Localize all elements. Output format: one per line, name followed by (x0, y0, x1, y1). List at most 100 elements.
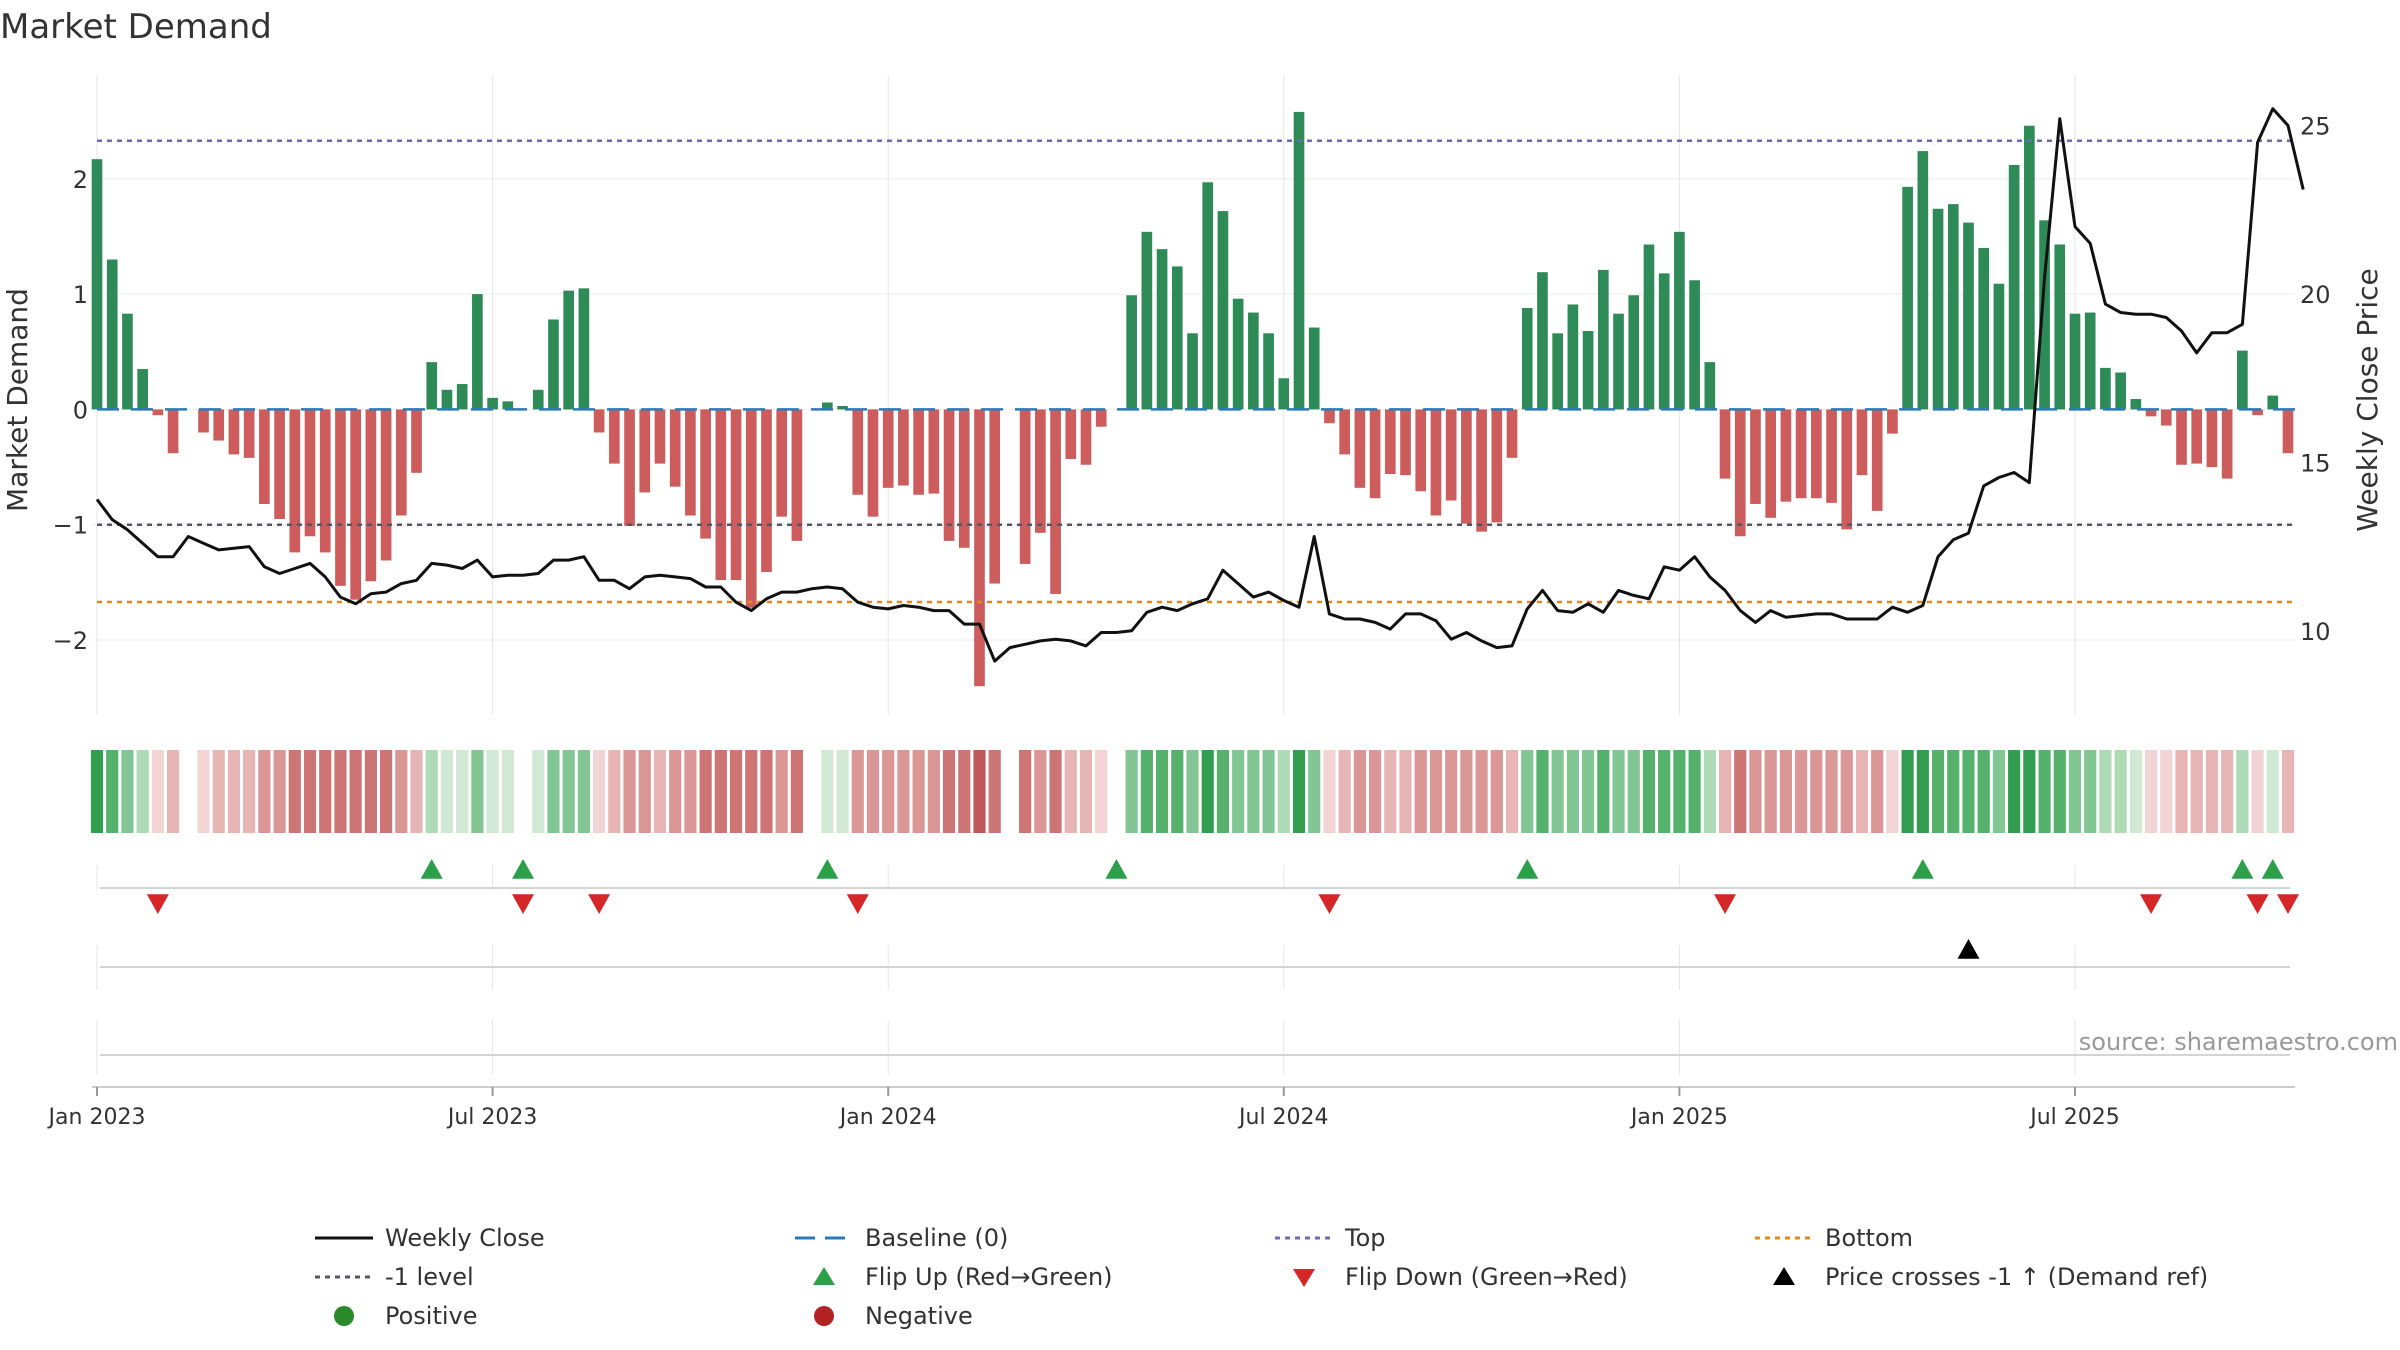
demand-bar-136 (2160, 409, 2172, 426)
flip-up-marker-7 (2261, 859, 2284, 879)
demand-bar-103 (1658, 273, 1670, 410)
demand-bar-105 (1689, 280, 1700, 410)
demand-bar-57 (958, 409, 970, 548)
legend-label-1: Baseline (0) (865, 1224, 1008, 1252)
heat-cell-75 (1232, 750, 1245, 833)
demand-bar-70 (1156, 249, 1168, 410)
demand-bar-2 (122, 313, 133, 410)
legend-item-8: Positive (334, 1302, 478, 1330)
heat-cell-105 (1688, 750, 1701, 833)
demand-bar-4 (152, 409, 164, 416)
heat-cell-27 (501, 750, 514, 833)
heat-cell-56 (942, 750, 956, 833)
legend-item-9: Negative (814, 1302, 973, 1330)
heat-cell-14 (303, 750, 317, 833)
demand-bar-32 (578, 288, 590, 410)
demand-bar-116 (1856, 409, 1868, 476)
heat-cell-80 (1308, 750, 1321, 833)
flip-up-marker-5 (1911, 859, 1934, 879)
demand-bar-81 (1324, 409, 1335, 424)
legend-label-2: Top (1344, 1224, 1386, 1252)
heat-cell-143 (2266, 750, 2279, 833)
demand-bar-68 (1126, 295, 1137, 410)
demand-bar-23 (441, 389, 453, 410)
demand-bar-93 (1506, 409, 1518, 458)
y-tick-label-right-2: 15 (2300, 449, 2331, 477)
x-tick-label-4: Jan 2025 (1629, 1105, 1728, 1130)
heat-cell-87 (1414, 750, 1427, 833)
heat-cell-100 (1612, 750, 1625, 833)
flip-up-marker-1 (512, 859, 535, 879)
heat-cell-140 (2221, 750, 2234, 833)
demand-bar-40 (700, 409, 711, 539)
heat-cell-34 (608, 750, 621, 833)
heat-cell-104 (1673, 750, 1686, 833)
demand-bar-132 (2100, 367, 2111, 410)
heat-cell-49 (836, 750, 849, 833)
demand-bar-30 (548, 319, 559, 410)
x-tick-label-1: Jul 2023 (446, 1105, 538, 1130)
demand-bar-112 (1795, 409, 1807, 499)
demand-bar-20 (395, 409, 407, 516)
heat-cell-112 (1795, 750, 1808, 833)
demand-bar-106 (1704, 362, 1716, 410)
legend-label-4: -1 level (385, 1263, 474, 1291)
demand-bar-24 (456, 384, 468, 410)
demand-bar-82 (1339, 409, 1350, 455)
legend-swatch-9 (814, 1306, 834, 1326)
demand-bar-63 (1050, 409, 1061, 594)
heat-cell-72 (1186, 750, 1199, 833)
x-tick-label-2: Jan 2024 (838, 1105, 937, 1130)
demand-bar-18 (365, 409, 377, 582)
demand-bar-13 (289, 409, 301, 553)
heat-cell-7 (197, 750, 210, 833)
legend-label-5: Flip Up (Red→Green) (865, 1263, 1113, 1291)
demand-bar-140 (2221, 409, 2233, 479)
demand-bar-64 (1065, 409, 1077, 459)
demand-bar-78 (1278, 378, 1290, 410)
demand-bar-111 (1780, 409, 1792, 502)
demand-bar-55 (928, 409, 940, 494)
demand-bar-130 (2069, 313, 2081, 410)
demand-bar-80 (1308, 327, 1320, 410)
chart-title: Market Demand (0, 7, 272, 47)
heat-cell-48 (821, 750, 834, 833)
heat-cell-124 (1977, 750, 1990, 833)
demand-bar-22 (426, 362, 438, 410)
legend-label-9: Negative (865, 1302, 973, 1330)
legend-item-1: Baseline (0) (795, 1224, 1008, 1252)
heat-cell-40 (699, 750, 712, 833)
heat-cell-142 (2251, 750, 2264, 833)
demand-bar-131 (2084, 312, 2096, 410)
heat-cell-82 (1338, 750, 1351, 833)
heat-cell-4 (151, 750, 164, 833)
heat-cell-69 (1140, 750, 1153, 833)
price-cross-marker-0 (1957, 939, 1980, 959)
heat-cell-32 (577, 750, 590, 833)
demand-bar-50 (852, 409, 864, 495)
heat-cell-42 (729, 750, 743, 833)
heat-cell-97 (1566, 750, 1579, 833)
demand-bar-74 (1217, 211, 1229, 410)
y-tick-label-right-0: 25 (2300, 113, 2331, 141)
heat-cell-86 (1399, 750, 1412, 833)
demand-bar-138 (2191, 409, 2203, 464)
demand-bar-97 (1567, 304, 1579, 410)
heat-cell-94 (1521, 750, 1534, 833)
demand-bar-101 (1628, 295, 1640, 410)
demand-bar-104 (1674, 231, 1685, 410)
demand-bar-10 (243, 409, 255, 458)
demand-bar-76 (1248, 312, 1259, 410)
demand-bar-110 (1765, 409, 1777, 518)
y-tick-label-left-0: 2 (73, 166, 88, 194)
heat-cell-64 (1064, 750, 1077, 833)
demand-bar-14 (304, 409, 316, 537)
legend-item-7: Price crosses -1 ↑ (Demand ref) (1773, 1263, 2208, 1291)
legend-label-0: Weekly Close (385, 1224, 545, 1252)
y-tick-label-left-1: 1 (73, 281, 88, 309)
price-line-layer (95, 107, 2305, 663)
demand-bar-39 (685, 409, 696, 516)
heat-cell-136 (2160, 750, 2173, 833)
demand-bar-26 (487, 397, 498, 410)
heat-cell-88 (1429, 750, 1443, 833)
